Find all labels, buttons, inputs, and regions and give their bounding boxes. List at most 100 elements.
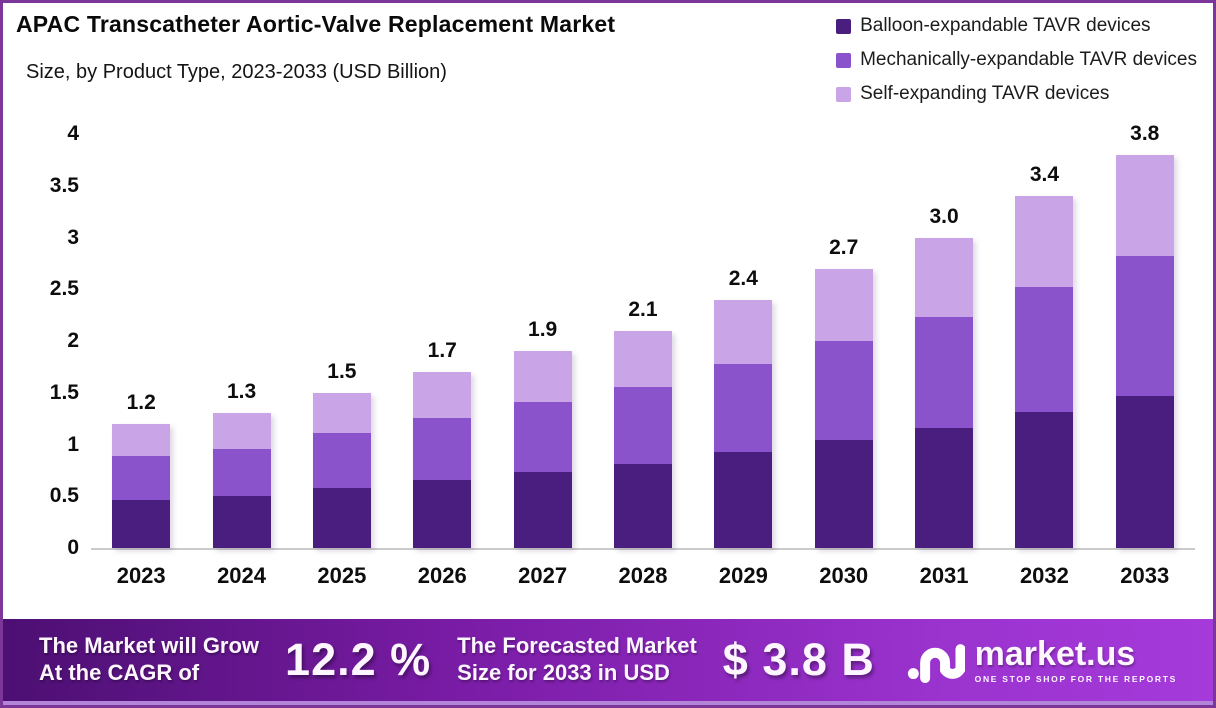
segment-self-expanding-tavr-devices: [112, 423, 171, 456]
segment-mechanically-expandable-tavr-devices: [915, 317, 974, 428]
segment-balloon-expandable-tavr-devices: [1115, 395, 1174, 548]
segment-self-expanding-tavr-devices: [613, 330, 672, 387]
segment-balloon-expandable-tavr-devices: [613, 464, 672, 548]
bar-group-2029: 2.4: [693, 134, 793, 548]
x-axis-labels: 2023 2024 2025 2026 2027 2028 2029 2030 2031 2032…: [91, 563, 1195, 589]
segment-self-expanding-tavr-devices: [1115, 154, 1174, 257]
cagr-label: The Market will Grow At the CAGR of: [39, 633, 259, 687]
legend-label: Balloon-expandable TAVR devices: [860, 15, 1151, 36]
legend-swatch-icon: [836, 86, 852, 102]
legend-swatch-icon: [836, 18, 852, 34]
segment-balloon-expandable-tavr-devices: [312, 487, 371, 548]
page-title: APAC Transcatheter Aortic-Valve Replacem…: [16, 11, 616, 37]
x-axis-label-2031: 2031: [919, 563, 969, 588]
x-axis-label-2027: 2027: [518, 563, 568, 588]
bar-value-label-2032: 3.4: [1029, 163, 1060, 187]
x-axis-label-2028: 2028: [618, 563, 668, 588]
chart-plot-area: 1.2 1.3 1.5 1.7 1.9 2.1 2.4 2.7 3.0 3.4 3.8: [91, 122, 1195, 550]
stacked-bar-2024: [212, 413, 271, 548]
bar-value-label-2033: 3.8: [1130, 121, 1160, 145]
bar-value-label-2028: 2.1: [628, 297, 658, 321]
x-axis-label-2025: 2025: [317, 563, 367, 588]
brand-block: market.us ONE STOP SHOP FOR THE REPORTS: [907, 636, 1177, 684]
bar-group-2025: 1.5: [292, 134, 392, 548]
x-axis-label-2033: 2033: [1120, 563, 1170, 588]
segment-balloon-expandable-tavr-devices: [714, 451, 773, 548]
segment-mechanically-expandable-tavr-devices: [112, 455, 171, 501]
bar-group-2033: 3.8: [1095, 122, 1195, 548]
x-axis-label-2030: 2030: [819, 563, 869, 588]
y-tick-label-4: 4: [67, 122, 79, 145]
x-axis-label-2023: 2023: [116, 563, 166, 588]
segment-self-expanding-tavr-devices: [1015, 196, 1074, 288]
bar-value-label-2029: 2.4: [728, 266, 758, 290]
stacked-bar-2030: [814, 268, 873, 548]
y-tick-label-2: 2: [67, 329, 79, 352]
x-axis-label-2026: 2026: [417, 563, 467, 588]
x-axis-label-2029: 2029: [718, 563, 768, 588]
segment-self-expanding-tavr-devices: [714, 299, 773, 364]
segment-mechanically-expandable-tavr-devices: [413, 417, 472, 480]
segment-balloon-expandable-tavr-devices: [212, 496, 271, 548]
brand-name: market.us: [974, 634, 1136, 673]
forecast-value: $ 3.8 B: [722, 634, 875, 685]
cagr-label-line2: At the CAGR of: [39, 660, 200, 685]
segment-mechanically-expandable-tavr-devices: [1115, 256, 1174, 396]
segment-self-expanding-tavr-devices: [915, 237, 974, 318]
segment-mechanically-expandable-tavr-devices: [1015, 287, 1074, 413]
forecast-label-line1: The Forecasted Market: [457, 633, 697, 659]
stacked-bar-2032: [1015, 196, 1074, 548]
x-axis-label-2032: 2032: [1019, 563, 1069, 588]
stacked-bar-2033: [1115, 154, 1174, 548]
bar-group-2023: 1.2: [91, 134, 191, 548]
segment-mechanically-expandable-tavr-devices: [714, 363, 773, 452]
segment-self-expanding-tavr-devices: [814, 268, 873, 342]
stacked-bar-2026: [413, 372, 472, 548]
bar-value-label-2027: 1.9: [528, 318, 558, 342]
y-tick-label-1.5: 1.5: [49, 380, 79, 404]
legend-item-mechanically-expandable-tavr-devices: Mechanically-expandable TAVR devices: [836, 49, 1197, 71]
legend-label: Mechanically-expandable TAVR devices: [860, 49, 1197, 70]
segment-mechanically-expandable-tavr-devices: [212, 448, 271, 497]
stacked-bar-2031: [915, 237, 974, 548]
segment-balloon-expandable-tavr-devices: [814, 440, 873, 548]
segment-balloon-expandable-tavr-devices: [413, 479, 472, 548]
stacked-bar-2028: [613, 330, 672, 548]
segment-balloon-expandable-tavr-devices: [112, 500, 171, 548]
segment-self-expanding-tavr-devices: [413, 372, 472, 418]
bar-value-label-2030: 2.7: [829, 235, 859, 259]
bar-group-2026: 1.7: [392, 134, 492, 548]
cagr-label-line1: The Market will Grow: [39, 633, 260, 659]
marketus-logo-icon: [907, 644, 965, 684]
footer-banner: The Market will Grow At the CAGR of 12.2…: [3, 619, 1213, 701]
x-axis-label-2024: 2024: [217, 563, 267, 588]
legend-swatch-icon: [836, 52, 852, 68]
bar-group-2027: 1.9: [492, 134, 592, 548]
bar-group-2030: 2.7: [794, 134, 894, 548]
y-tick-label-3: 3: [67, 225, 79, 249]
forecast-label-line2: Size for 2033 in USD: [457, 660, 670, 685]
segment-self-expanding-tavr-devices: [312, 392, 371, 434]
segment-mechanically-expandable-tavr-devices: [513, 402, 572, 473]
y-tick-label-0.5: 0.5: [49, 484, 79, 508]
bottom-strip: [3, 701, 1213, 705]
forecast-label: The Forecasted Market Size for 2033 in U…: [457, 633, 697, 687]
segment-balloon-expandable-tavr-devices: [513, 472, 572, 548]
legend-item-self-expanding-tavr-devices: Self-expanding TAVR devices: [836, 83, 1197, 105]
brand-text: market.us ONE STOP SHOP FOR THE REPORTS: [975, 637, 1177, 684]
y-tick-label-3.5: 3.5: [49, 173, 79, 197]
segment-balloon-expandable-tavr-devices: [915, 427, 974, 548]
segment-mechanically-expandable-tavr-devices: [613, 386, 672, 465]
segment-mechanically-expandable-tavr-devices: [814, 341, 873, 441]
y-axis-tick-labels: 0 0.5 1 1.5 2 2.5 3 3.5 4: [3, 122, 79, 559]
cagr-value: 12.2 %: [285, 634, 432, 685]
page-subtitle: Size, by Product Type, 2023-2033 (USD Bi…: [26, 61, 447, 83]
y-tick-label-1: 1: [67, 432, 79, 456]
stacked-bar-2027: [513, 351, 572, 548]
legend-label: Self-expanding TAVR devices: [860, 83, 1110, 104]
bar-group-2028: 2.1: [593, 134, 693, 548]
bar-value-label-2025: 1.5: [327, 359, 357, 383]
y-tick-label-2.5: 2.5: [49, 277, 79, 301]
legend-item-balloon-expandable-tavr-devices: Balloon-expandable TAVR devices: [836, 15, 1197, 37]
